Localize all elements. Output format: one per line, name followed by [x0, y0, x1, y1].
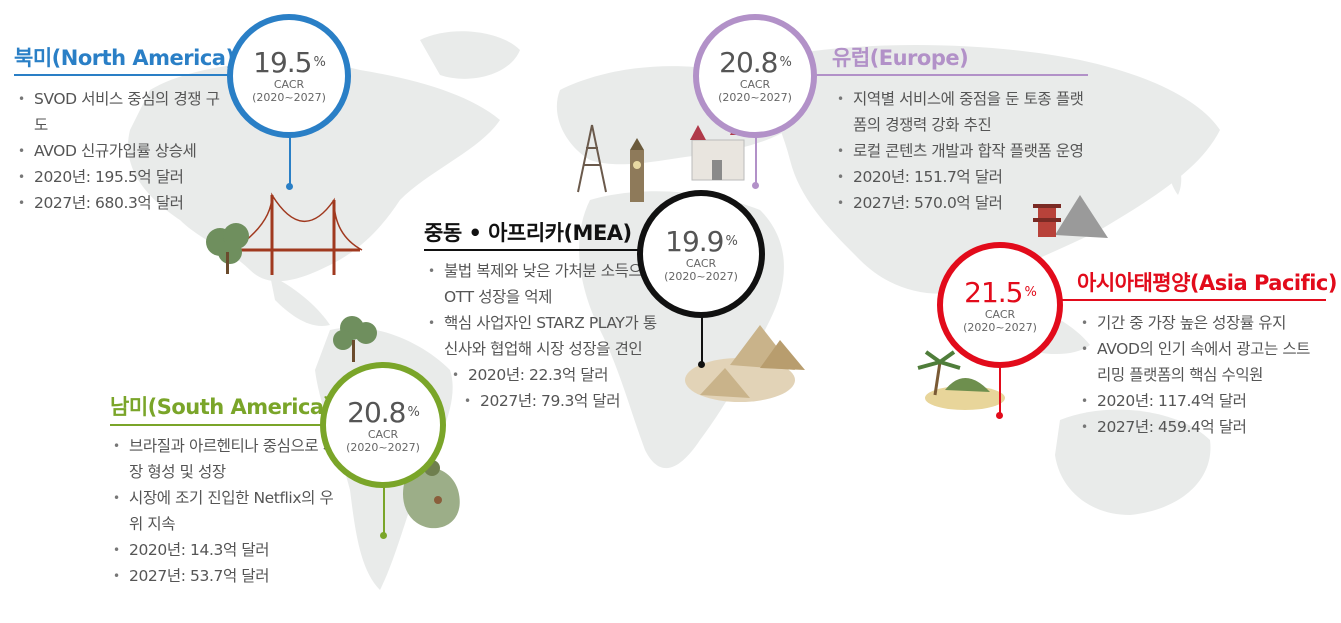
asia-pacific-dot: [996, 412, 1003, 419]
list-item: 불법 복제와 낮은 가처분 소득으로 OTT 성장을 억제: [426, 258, 666, 310]
cagr-label: CACR: [984, 308, 1016, 321]
list-item: 2020년: 22.3억 달러: [450, 362, 666, 388]
cagr-label: CACR: [367, 428, 399, 441]
asia-pacific-title: 아시아태평양(Asia Pacific): [1077, 271, 1337, 295]
list-item: AVOD 신규가입률 상승세: [16, 138, 222, 164]
central-america-landmass: [270, 275, 330, 326]
golden-gate-bridge: [229, 192, 363, 275]
list-item: 2027년: 53.7억 달러: [111, 563, 339, 589]
north-america-bullets: SVOD 서비스 중심의 경쟁 구도 AVOD 신규가입률 상승세 2020년:…: [16, 86, 222, 216]
cagr-period: (2020~2027): [664, 270, 738, 283]
cagr-value: 20.8%: [719, 46, 792, 79]
cagr-period: (2020~2027): [252, 91, 326, 104]
mea-title: 중동 • 아프리카(MEA): [424, 221, 632, 245]
list-item: 2027년: 680.3억 달러: [16, 190, 222, 216]
list-item: 2020년: 117.4억 달러: [1079, 388, 1319, 414]
mea-cagr-circle: 19.9% CACR (2020~2027): [637, 190, 765, 318]
south-america-rule: [110, 424, 325, 426]
north-america-rule: [14, 74, 234, 76]
mea-rule: [424, 249, 644, 251]
list-item: 2027년: 459.4억 달러: [1079, 414, 1319, 440]
trees: [206, 223, 377, 362]
north-america-stem: [289, 132, 291, 184]
cagr-value: 19.9%: [665, 225, 738, 258]
europe-title: 유럽(Europe): [832, 46, 969, 70]
cagr-label: CACR: [739, 78, 771, 91]
list-item: 핵심 사업자인 STARZ PLAY가 통신사와 협업해 시장 성장을 견인: [426, 310, 666, 362]
palm-island: [917, 350, 1005, 410]
eiffel-tower: [577, 124, 607, 193]
cagr-period: (2020~2027): [963, 321, 1037, 334]
list-item: 2020년: 151.7억 달러: [835, 164, 1091, 190]
north-america-title: 북미(North America): [14, 46, 235, 70]
list-item: SVOD 서비스 중심의 경쟁 구도: [16, 86, 222, 138]
europe-dot: [752, 182, 759, 189]
asia-pacific-rule: [1060, 299, 1326, 301]
europe-bullets: 지역별 서비스에 중점을 둔 토종 플랫폼의 경쟁력 강화 추진 로컬 콘텐츠 …: [835, 86, 1091, 216]
cagr-period: (2020~2027): [346, 441, 420, 454]
mea-bullets: 불법 복제와 낮은 가처분 소득으로 OTT 성장을 억제 핵심 사업자인 ST…: [426, 258, 666, 414]
list-item: 2027년: 79.3억 달러: [462, 388, 666, 414]
europe-cagr-circle: 20.8% CACR (2020~2027): [693, 14, 817, 138]
list-item: 로컬 콘텐츠 개발과 합작 플랫폼 운영: [835, 138, 1091, 164]
cagr-label: CACR: [685, 257, 717, 270]
north-america-dot: [286, 183, 293, 190]
list-item: 2020년: 195.5억 달러: [16, 164, 222, 190]
list-item: AVOD의 인기 속에서 광고는 스트리밍 플랫폼의 핵심 수익원: [1079, 336, 1319, 388]
north-america-cagr-circle: 19.5% CACR (2020~2027): [227, 14, 351, 138]
cagr-value: 19.5%: [253, 46, 326, 79]
big-ben: [630, 138, 644, 202]
deer-forest: [402, 460, 460, 529]
south-america-bullets: 브라질과 아르헨티나 중심으로 시장 형성 및 성장 시장에 조기 진입한 Ne…: [111, 433, 339, 589]
list-item: 지역별 서비스에 중점을 둔 토종 플랫폼의 경쟁력 강화 추진: [835, 86, 1091, 138]
south-america-cagr-circle: 20.8% CACR (2020~2027): [320, 362, 446, 488]
cagr-value: 21.5%: [964, 276, 1037, 309]
cagr-period: (2020~2027): [718, 91, 792, 104]
asia-pacific-stem: [999, 366, 1001, 414]
list-item: 기간 중 가장 높은 성장률 유지: [1079, 310, 1319, 336]
mea-dot: [698, 361, 705, 368]
south-america-dot: [380, 532, 387, 539]
mea-stem: [701, 312, 703, 364]
japan-landmass: [1167, 150, 1182, 195]
south-america-title: 남미(South America〉: [110, 395, 345, 419]
list-item: 시장에 조기 진입한 Netflix의 우위 지속: [111, 485, 339, 537]
greenland-landmass: [420, 31, 520, 79]
list-item: 브라질과 아르헨티나 중심으로 시장 형성 및 성장: [111, 433, 339, 485]
asia-pacific-bullets: 기간 중 가장 높은 성장률 유지 AVOD의 인기 속에서 광고는 스트리밍 …: [1079, 310, 1319, 440]
europe-rule: [812, 74, 1088, 76]
list-item: 2020년: 14.3억 달러: [111, 537, 339, 563]
list-item: 2027년: 570.0억 달러: [835, 190, 1091, 216]
europe-stem: [755, 132, 757, 184]
south-america-stem: [383, 487, 385, 535]
cagr-value: 20.8%: [347, 396, 420, 429]
pyramids: [685, 325, 805, 402]
cagr-label: CACR: [273, 78, 305, 91]
asia-pacific-cagr-circle: 21.5% CACR (2020~2027): [937, 242, 1063, 368]
